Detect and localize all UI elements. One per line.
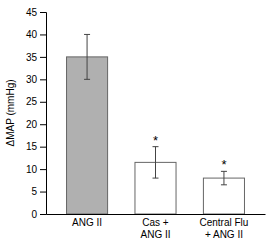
- error-bar-cap: [84, 79, 90, 80]
- y-tick: 0: [31, 209, 46, 220]
- y-tick-label: 0: [31, 209, 37, 220]
- y-tick-label: 15: [26, 141, 38, 152]
- x-tick: ANG II: [72, 214, 102, 228]
- y-tick-label: 10: [26, 164, 38, 175]
- x-tick-label-line: + ANG II: [205, 229, 243, 240]
- error-bar: [153, 147, 159, 178]
- error-bar-cap: [84, 34, 90, 35]
- y-tick-label: 45: [26, 7, 38, 18]
- y-tick: 5: [31, 186, 46, 197]
- y-tick: 10: [26, 164, 46, 175]
- y-tick-mark: [40, 169, 46, 170]
- y-tick: 35: [26, 52, 46, 63]
- y-axis-title: ΔMAP (mmHg): [5, 79, 16, 146]
- annotations: **: [153, 133, 227, 173]
- x-tick-label: ANG II: [72, 217, 102, 228]
- x-axis-line: [47, 214, 266, 215]
- x-tick-label-line: ANG II: [72, 217, 102, 228]
- error-bar-stem: [87, 34, 88, 79]
- error-bar-cap: [153, 178, 159, 179]
- y-tick: 25: [26, 96, 46, 107]
- y-tick: 20: [26, 119, 46, 130]
- bar: [67, 57, 108, 214]
- chart: 051015202530354045ANG IICas +ANG IICentr…: [0, 0, 275, 250]
- error-bar-cap: [221, 184, 227, 185]
- y-tick-label: 25: [26, 96, 38, 107]
- y-tick-mark: [40, 192, 46, 193]
- y-tick: 45: [26, 7, 46, 18]
- y-tick-mark: [40, 34, 46, 35]
- chart-container: 051015202530354045ANG IICas +ANG IICentr…: [0, 0, 275, 250]
- y-tick-mark: [40, 12, 46, 13]
- error-bar-stem: [223, 171, 224, 184]
- x-tick-label: Central Flu+ ANG II: [199, 217, 248, 240]
- x-tick-label-line: Cas +: [142, 217, 169, 228]
- y-tick-label: 35: [26, 52, 38, 63]
- y-tick: 30: [26, 74, 46, 85]
- y-tick-mark: [40, 79, 46, 80]
- y-axis: 0 5 10 15 20 25 30 35 40 45: [26, 7, 47, 220]
- y-tick-mark: [40, 147, 46, 148]
- y-tick-mark: [40, 124, 46, 125]
- x-tick-label-line: ANG II: [140, 229, 170, 240]
- y-tick-label: 30: [26, 74, 38, 85]
- marks: [67, 34, 245, 214]
- y-tick-mark: [40, 57, 46, 58]
- plot-area: 051015202530354045ANG IICas +ANG IICentr…: [26, 7, 266, 240]
- x-tick: Cas +ANG II: [140, 214, 170, 240]
- y-tick-label: 40: [26, 29, 38, 40]
- y-tick-mark: [40, 102, 46, 103]
- error-bar-stem: [155, 147, 156, 178]
- y-axis-line: [40, 13, 47, 215]
- x-tick-label: Cas +ANG II: [140, 217, 170, 240]
- x-axis: ANG IICas +ANG IICentral Flu+ ANG II: [47, 214, 266, 240]
- x-tick: Central Flu+ ANG II: [199, 214, 248, 240]
- y-tick-label: 5: [31, 186, 37, 197]
- y-tick-mark: [40, 214, 46, 215]
- y-tick: 40: [26, 29, 46, 40]
- y-tick-label: 20: [26, 119, 38, 130]
- annotation: *: [221, 157, 226, 172]
- y-tick: 15: [26, 141, 46, 152]
- error-bar: [84, 34, 90, 79]
- x-tick-label-line: Central Flu: [199, 217, 248, 228]
- annotation: *: [153, 133, 158, 148]
- error-bar: [221, 171, 227, 184]
